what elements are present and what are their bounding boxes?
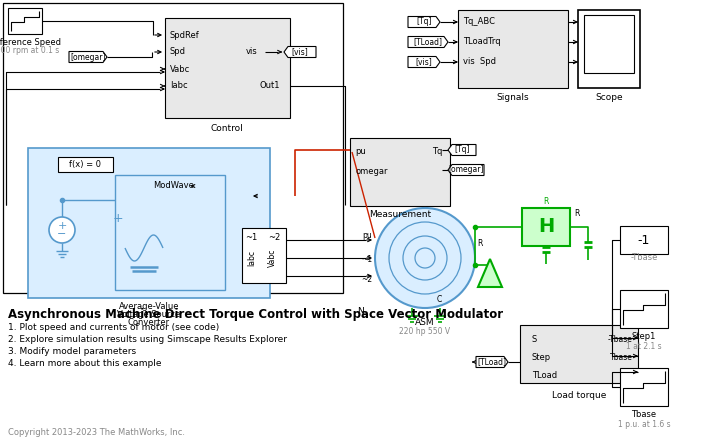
Text: R: R — [574, 209, 579, 217]
Text: +: + — [113, 212, 124, 225]
Text: H: H — [538, 217, 554, 236]
Text: +: + — [57, 221, 67, 231]
Bar — [522, 208, 570, 246]
Text: Tq_ABC: Tq_ABC — [463, 18, 495, 27]
Text: [omegar]: [omegar] — [71, 53, 105, 61]
Bar — [8, 8, 42, 34]
Bar — [620, 290, 668, 328]
Text: SpdRef: SpdRef — [170, 30, 200, 39]
Text: [vis]: [vis] — [292, 47, 308, 57]
Bar — [350, 138, 450, 206]
Bar — [620, 368, 668, 406]
Text: Tq: Tq — [432, 148, 442, 156]
Text: S: S — [532, 335, 537, 343]
Text: −: − — [57, 229, 67, 239]
Text: Voltage Source: Voltage Source — [117, 310, 180, 319]
Text: TLoadTrq: TLoadTrq — [463, 38, 501, 46]
Text: [Tq]: [Tq] — [417, 18, 432, 27]
Text: Reference Speed: Reference Speed — [0, 38, 61, 47]
Text: Tbase: Tbase — [632, 410, 656, 419]
Text: Control: Control — [211, 124, 244, 133]
Text: 1000 rpm at 0.1 s: 1000 rpm at 0.1 s — [0, 46, 59, 55]
Text: Vabc: Vabc — [268, 249, 276, 267]
Bar — [584, 15, 634, 73]
Bar — [115, 175, 225, 290]
Bar — [458, 10, 568, 88]
Bar — [165, 18, 290, 118]
Bar — [242, 228, 286, 283]
Text: Step1: Step1 — [632, 332, 656, 341]
Text: C: C — [437, 296, 442, 305]
Text: Average-Value: Average-Value — [119, 302, 180, 311]
Text: -Tbase: -Tbase — [608, 335, 633, 343]
Bar — [3, 3, 343, 293]
Text: Step: Step — [532, 353, 551, 362]
Polygon shape — [476, 357, 508, 367]
Text: [omegar]: [omegar] — [449, 165, 483, 175]
Text: Out1: Out1 — [260, 81, 280, 91]
Text: 2. Explore simulation results using Simscape Results Explorer: 2. Explore simulation results using Sims… — [8, 335, 287, 344]
Bar — [520, 325, 638, 383]
Text: vis  Spd: vis Spd — [463, 57, 496, 66]
Text: Copyright 2013-2023 The MathWorks, Inc.: Copyright 2013-2023 The MathWorks, Inc. — [8, 428, 185, 437]
Text: TLoad: TLoad — [532, 370, 557, 380]
Text: 1 p.u. at 1.6 s: 1 p.u. at 1.6 s — [618, 420, 670, 429]
Circle shape — [375, 208, 475, 308]
Text: f(x) = 0: f(x) = 0 — [69, 160, 101, 168]
Text: Asynchronous Machine Direct Torque Control with Space Vector Modulator: Asynchronous Machine Direct Torque Contr… — [8, 308, 503, 321]
Text: [TLoad]: [TLoad] — [414, 38, 443, 46]
Polygon shape — [478, 259, 502, 287]
Text: R: R — [543, 197, 549, 206]
Polygon shape — [69, 52, 107, 62]
Text: Measurement: Measurement — [369, 210, 431, 219]
Text: [TLoad]: [TLoad] — [478, 358, 507, 366]
Text: Converter: Converter — [128, 318, 170, 327]
Text: [Tq]: [Tq] — [454, 145, 470, 155]
Polygon shape — [448, 145, 476, 156]
Text: pu: pu — [355, 148, 366, 156]
Polygon shape — [408, 16, 440, 27]
Text: Iabc: Iabc — [247, 250, 257, 266]
Text: 1 at 2.1 s: 1 at 2.1 s — [626, 342, 662, 351]
Text: 4. Learn more about this example: 4. Learn more about this example — [8, 359, 161, 368]
Text: ~1: ~1 — [245, 232, 257, 241]
Text: vis: vis — [246, 47, 258, 57]
Text: ~2: ~2 — [361, 275, 372, 285]
Text: ASM: ASM — [415, 318, 435, 327]
Text: Iabc: Iabc — [170, 81, 188, 91]
Text: -Tbase: -Tbase — [630, 254, 658, 263]
Text: ModWave: ModWave — [153, 182, 194, 191]
Bar — [28, 148, 270, 298]
Text: Tbase: Tbase — [610, 353, 633, 362]
Text: Scope: Scope — [595, 93, 623, 102]
Text: 220 hp 550 V: 220 hp 550 V — [399, 327, 451, 336]
Text: Load torque: Load torque — [552, 391, 606, 400]
Circle shape — [49, 217, 75, 243]
Text: ~1: ~1 — [361, 255, 372, 264]
Text: 1. Plot speed and currents of motor (see code): 1. Plot speed and currents of motor (see… — [8, 323, 220, 332]
Text: -1: -1 — [638, 233, 650, 247]
Text: R: R — [477, 239, 483, 248]
Text: Signals: Signals — [497, 93, 529, 102]
Text: [vis]: [vis] — [416, 57, 433, 66]
Text: omegar: omegar — [355, 168, 387, 176]
Text: 3. Modify model parameters: 3. Modify model parameters — [8, 347, 136, 356]
Text: Spd: Spd — [170, 47, 186, 57]
Polygon shape — [408, 37, 448, 47]
Bar — [620, 226, 668, 254]
Polygon shape — [408, 57, 440, 68]
Text: Vabc: Vabc — [170, 65, 190, 73]
Text: N: N — [357, 308, 364, 316]
Polygon shape — [448, 164, 484, 175]
Bar — [58, 157, 113, 172]
Text: pu: pu — [362, 232, 372, 240]
Bar — [578, 10, 640, 88]
Text: ~2: ~2 — [268, 232, 280, 241]
Polygon shape — [284, 46, 316, 57]
